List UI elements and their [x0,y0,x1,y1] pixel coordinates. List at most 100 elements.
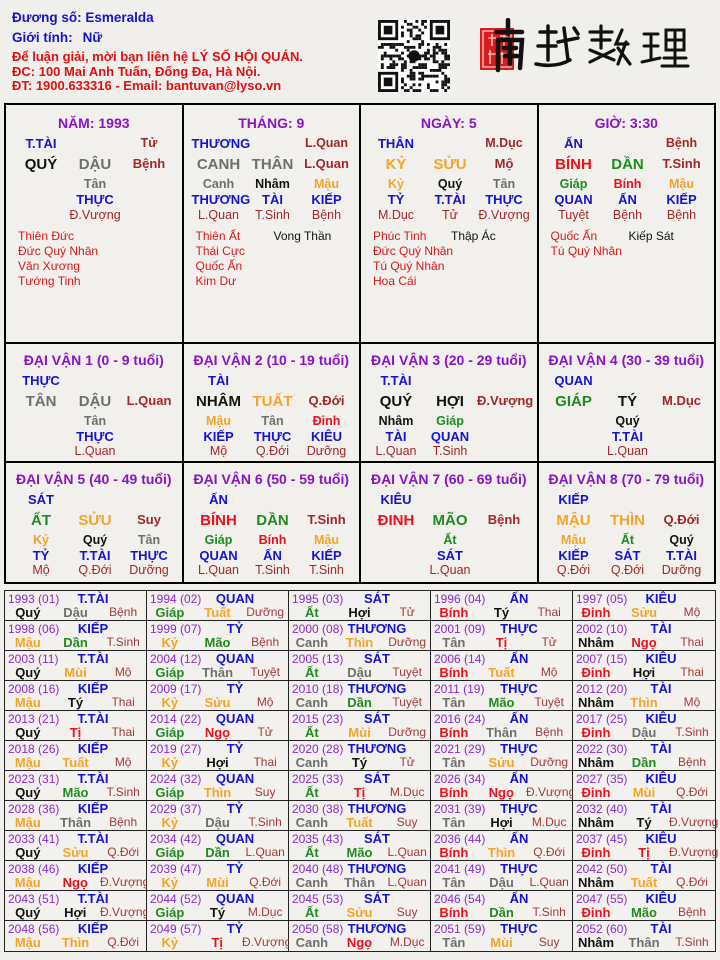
year-cell[interactable]: 2034 (42) QUAN Giáp Dần L.Quan [147,831,289,861]
year-cell[interactable]: 2013 (21) T.TÀI Quý Tị Thai [5,711,147,741]
life-stage: Tuyệt [534,695,564,709]
year-cell[interactable]: 2032 (40) TÀI Nhâm Tý Đ.Vượng [573,801,718,831]
year-age: 1996 (04) [434,592,486,606]
year-cell[interactable]: 2005 (13) SÁT Ất Dậu Tuyệt [289,651,431,681]
pillar-cell[interactable]: THÁNG: 9 THƯƠNG L.Quan CANH THÂN L.Quan Canh Nh… [184,105,361,342]
year-cell[interactable]: 1997 (05) KIÊU Đinh Sửu Mộ [573,591,715,621]
year-cell[interactable]: 2031 (39) THỰC Tân Hợi M.Dục [431,801,573,831]
year-cell[interactable]: 2004 (12) QUAN Giáp Thân Tuyệt [147,651,289,681]
heavenly-stem: Quý [15,845,41,860]
heavenly-stem: KỶ [385,156,407,173]
year-cell[interactable]: 2042 (50) TÀI Nhâm Tuất Q.Đới [573,861,715,891]
year-cell[interactable]: 2046 (54) ẤN Bính Dần T.Sinh [431,891,573,921]
year-pillar: Ất Sửu Suy [289,905,430,920]
year-cell[interactable]: 2011 (19) THỰC Tân Mão Tuyệt [431,681,573,711]
year-cell[interactable]: 2039 (47) TỶ Kỷ Mùi Q.Đới [147,861,289,891]
year-cell[interactable]: 2007 (15) KIÊU Đinh Hợi Thai [573,651,715,681]
year-pillar: Kỷ Tị Đ.Vượng [147,935,291,950]
year-cell[interactable]: 2027 (35) KIÊU Đinh Mùi Q.Đới [573,771,715,801]
heavenly-stem: MẬU [556,512,591,529]
year-cell[interactable]: 2051 (59) THỰC Tân Mùi Suy [431,921,573,951]
year-cell[interactable]: 2025 (33) SÁT Ất Tị M.Dục [289,771,431,801]
life-stage: Đ.Vượng [526,785,576,799]
year-cell[interactable]: 2003 (11) T.TÀI Quý Mùi Mộ [5,651,147,681]
year-cell[interactable]: 2036 (44) ẤN Bính Thìn Q.Đới [431,831,573,861]
pillar-cell[interactable]: NGÀY: 5 THÂN M.Dục KỶ SỬU Mộ Kỷ Quý Tân TỶ T.TÀI TH… [361,105,539,342]
dai-van-cell[interactable]: ĐẠI VẬN 4 (30 - 39 tuổi) QUAN GIÁP TÝ M.Dục Q… [539,344,715,461]
qr-module [447,54,450,58]
year-cell[interactable]: 2035 (43) SÁT Ất Mão L.Quan [289,831,431,861]
qr-module [401,80,404,84]
year-cell[interactable]: 2043 (51) T.TÀI Quý Hợi Đ.Vượng [5,891,149,921]
year-cell[interactable]: 2008 (16) KIẾP Mậu Tý Thai [5,681,147,711]
ten-god-label: T.TÀI [77,591,109,606]
dai-van-cell[interactable]: ĐẠI VẬN 3 (20 - 29 tuổi) T.TÀI QUÝ HỢI Đ.Vượ… [361,344,539,461]
year-cell[interactable]: 2021 (29) THỰC Tân Sửu Dưỡng [431,741,573,771]
year-cell[interactable]: 2023 (31) T.TÀI Quý Mão T.Sinh [5,771,147,801]
year-cell[interactable]: 2014 (22) QUAN Giáp Ngọ Tử [147,711,289,741]
dai-van-cell[interactable]: ĐẠI VẬN 8 (70 - 79 tuổi) KIẾP MẬU THÌN Q.Đới… [539,463,715,582]
year-cell[interactable]: 1993 (01) T.TÀI Quý Dậu Bệnh [5,591,147,621]
earthly-branch: Thân [201,665,234,680]
earthly-branch: Ngọ [488,785,514,800]
year-cell[interactable]: 2026 (34) ẤN Bính Ngọ Đ.Vượng [431,771,576,801]
year-cell[interactable]: 2002 (10) TÀI Nhâm Ngọ Thai [573,621,715,651]
year-cell[interactable]: 2009 (17) TỶ Kỷ Sửu Mộ [147,681,289,711]
life-stage: Thai [111,695,135,709]
year-pillar: Quý Mão T.Sinh [5,785,146,800]
dai-van-cell[interactable]: ĐẠI VẬN 2 (10 - 19 tuổi) TÀI NHÂM TUẤT Q.Đới… [184,344,361,461]
year-cell[interactable]: 2041 (49) THỰC Tân Dậu L.Quan [431,861,573,891]
year-cell[interactable]: 1999 (07) TỶ Kỷ Mão Bệnh [147,621,289,651]
year-cell[interactable]: 2024 (32) QUAN Giáp Thìn Suy [147,771,289,801]
year-cell[interactable]: 1998 (06) KIẾP Mậu Dần T.Sinh [5,621,147,651]
year-cell[interactable]: 1996 (04) ẤN Bính Tý Thai [431,591,573,621]
year-cell[interactable]: 2010 (18) THƯƠNG Canh Dần Tuyệt [289,681,431,711]
year-cell[interactable]: 2037 (45) KIÊU Đinh Tị Đ.Vượng [573,831,718,861]
pillar-cell[interactable]: GIỜ: 3:30 ẤN Bệnh BÍNH DẦN T.Sinh Giáp Bính Mậu Q… [539,105,715,342]
year-cell[interactable]: 2016 (24) ẤN Bính Thân Bệnh [431,711,573,741]
dai-van-cell[interactable]: ĐẠI VẬN 5 (40 - 49 tuổi) SÁT ẤT SỬU Suy Kỷ Quý… [6,463,184,582]
year-cell[interactable]: 2049 (57) TỶ Kỷ Tị Đ.Vượng [147,921,291,951]
year-cell[interactable]: 2022 (30) TÀI Nhâm Dần Bệnh [573,741,715,771]
year-cell[interactable]: 2020 (28) THƯƠNG Canh Tý Tử [289,741,431,771]
qr-module [409,22,413,26]
year-cell[interactable]: 1994 (02) QUAN Giáp Tuất Dưỡng [147,591,289,621]
year-cell[interactable]: 2012 (20) TÀI Nhâm Thìn Mộ [573,681,715,711]
dai-van-cell[interactable]: ĐẠI VẬN 1 (0 - 9 tuổi) THỰC TÂN DẬU L.Quan Tâ… [6,344,184,461]
hidden-ten-god: THỰC [76,192,114,207]
qr-module [380,66,384,69]
year-cell[interactable]: 2050 (58) THƯƠNG Canh Ngọ M.Dục [289,921,431,951]
year-cell[interactable]: 2015 (23) SÁT Ất Mùi Dưỡng [289,711,431,741]
qr-module [412,89,416,92]
year-cell[interactable]: 2038 (46) KIẾP Mậu Ngọ Đ.Vượng [5,861,149,891]
year-cell[interactable]: 2006 (14) ẤN Bính Tuất Mộ [431,651,573,681]
year-cell[interactable]: 2001 (09) THỰC Tân Tị Tử [431,621,573,651]
year-cell[interactable]: 2044 (52) QUAN Giáp Tý M.Dục [147,891,289,921]
year-cell[interactable]: 2017 (25) KIÊU Đinh Dậu T.Sinh [573,711,715,741]
year-cell[interactable]: 2028 (36) KIẾP Mậu Thân Bệnh [5,801,147,831]
year-cell[interactable]: 2045 (53) SÁT Ất Sửu Suy [289,891,431,921]
year-cell[interactable]: 2019 (27) TỶ Kỷ Hợi Thai [147,741,289,771]
dai-van-cell[interactable]: ĐẠI VẬN 7 (60 - 69 tuổi) KIÊU ĐINH MÃO Bệnh Ấ… [361,463,539,582]
year-cell[interactable]: 2030 (38) THƯƠNG Canh Tuất Suy [289,801,431,831]
heavenly-stem: Tân [442,935,466,950]
dai-van-cell[interactable]: ĐẠI VẬN 6 (50 - 59 tuổi) ẤN BÍNH DẦN T.Sinh G… [184,463,361,582]
year-cell[interactable]: 2052 (60) TÀI Nhâm Thân T.Sinh [573,921,715,951]
year-cell[interactable]: 1995 (03) SÁT Ất Hợi Tử [289,591,431,621]
year-cell[interactable]: 2040 (48) THƯƠNG Canh Thân L.Quan [289,861,431,891]
year-cell[interactable]: 2018 (26) KIẾP Mậu Tuất Mộ [5,741,147,771]
year-cell[interactable]: 2029 (37) TỶ Kỷ Dậu T.Sinh [147,801,289,831]
hidden-stage: Q.Đới [255,444,290,458]
hidden-stem: Kỷ [388,177,404,191]
qr-code-icon[interactable] [378,20,450,92]
qr-module [406,74,410,78]
pillar-cell[interactable]: NĂM: 1993 T.TÀI Tử QUÝ DẬU Bệnh Tân THỰC Đ.Vượng… [6,105,184,342]
year-cell[interactable]: 2048 (56) KIẾP Mậu Thìn Q.Đới [5,921,147,951]
empty-slot [122,444,176,458]
life-stage: Suy [254,785,276,799]
year-cell[interactable]: 2000 (08) THƯƠNG Canh Thìn Dưỡng [289,621,431,651]
year-cell[interactable]: 2047 (55) KIÊU Đinh Mão Bệnh [573,891,715,921]
heavenly-stem: Đinh [581,845,611,860]
year-cell[interactable]: 2033 (41) T.TÀI Quý Sửu Q.Đới [5,831,147,861]
qr-module [444,63,448,67]
